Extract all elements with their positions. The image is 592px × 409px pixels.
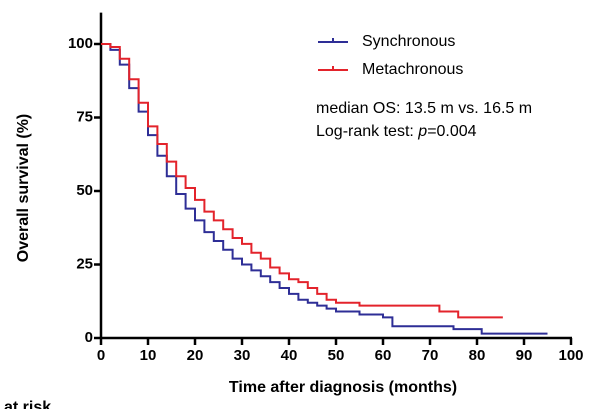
- annotation: Log-rank test: p=0.004: [316, 123, 477, 140]
- x-tick-label: 20: [187, 347, 204, 364]
- footer-label: at risk: [4, 399, 51, 409]
- y-tick-label: 25: [76, 255, 93, 272]
- y-tick-label: 75: [76, 108, 93, 125]
- y-tick-label: 0: [85, 329, 93, 346]
- annotation-part: p: [417, 123, 427, 140]
- y-axis-label: Overall survival (%): [15, 114, 32, 263]
- survival-curve: [101, 43, 548, 335]
- x-axis-label: Time after diagnosis (months): [229, 379, 457, 396]
- x-tick-label: 30: [234, 347, 251, 364]
- annotation-part: Log-rank test:: [316, 123, 418, 140]
- x-tick-label: 10: [140, 347, 157, 364]
- x-tick-label: 50: [328, 347, 345, 364]
- legend-label: Synchronous: [362, 33, 455, 50]
- y-tick-label: 50: [76, 182, 93, 199]
- survival-curve: [101, 43, 503, 319]
- x-tick-label: 0: [97, 347, 105, 364]
- x-tick-label: 70: [422, 347, 439, 364]
- legend-label: Metachronous: [362, 61, 463, 78]
- y-tick-label: 100: [68, 35, 93, 52]
- x-tick-label: 60: [375, 347, 392, 364]
- x-tick-label: 40: [281, 347, 298, 364]
- x-tick-label: 80: [469, 347, 486, 364]
- annotation: median OS: 13.5 m vs. 16.5 m: [316, 100, 532, 117]
- x-tick-label: 100: [558, 347, 583, 364]
- annotation-part: =0.004: [427, 123, 476, 140]
- x-tick-label: 90: [516, 347, 533, 364]
